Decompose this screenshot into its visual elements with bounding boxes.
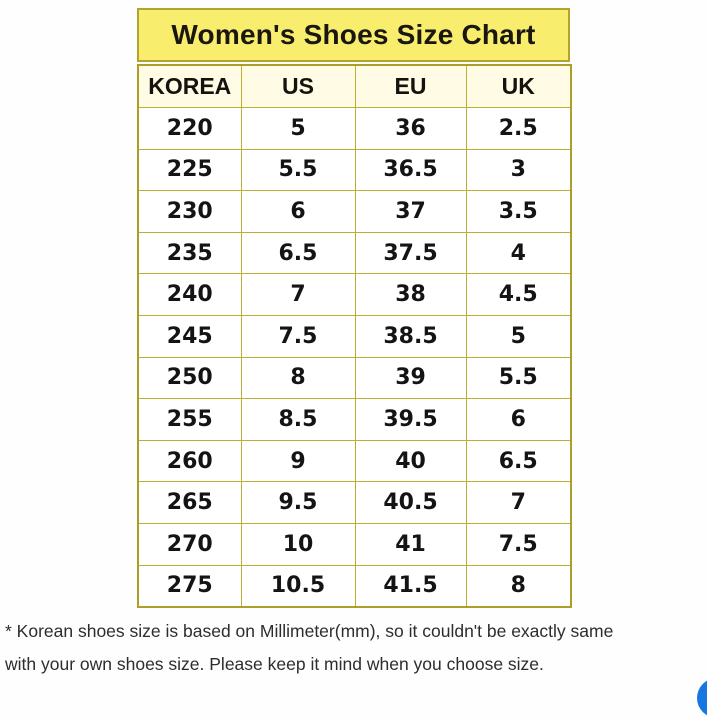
table-cell: 41.5 — [354, 564, 467, 608]
table-row: 245 7.5 38.5 5 — [137, 314, 572, 358]
table-row: 255 8.5 39.5 6 — [137, 398, 572, 441]
table-cell: 6 — [240, 190, 356, 233]
table-row: 265 9.5 40.5 7 — [137, 481, 572, 524]
table-cell: 6.5 — [240, 231, 356, 275]
table-cell: 9 — [240, 439, 356, 483]
table-cell: 10.5 — [240, 564, 356, 608]
header-row: KOREA US EU UK — [137, 64, 572, 108]
table-cell: 7.5 — [240, 314, 356, 358]
footnote-line-2: with your own shoes size. Please keep it… — [5, 654, 544, 674]
table-cell: 8 — [465, 564, 572, 608]
table-cell: 8 — [240, 356, 356, 400]
table-row: 275 10.5 41.5 8 — [137, 564, 572, 608]
table-cell: 40 — [354, 439, 467, 483]
table-cell: 265 — [137, 481, 242, 524]
table-cell: 41 — [354, 522, 467, 566]
table-row: 225 5.5 36.5 3 — [137, 148, 572, 192]
table-cell: 40.5 — [354, 481, 467, 524]
footnote: * Korean shoes size is based on Millimet… — [5, 615, 695, 681]
table-cell: 6 — [465, 398, 572, 441]
table-row: 220 5 36 2.5 — [137, 107, 572, 150]
table-cell: 240 — [137, 273, 242, 316]
size-table-header: KOREA US EU UK — [137, 64, 572, 108]
table-cell: 7.5 — [465, 522, 572, 566]
table-row: 230 6 37 3.5 — [137, 190, 572, 233]
table-cell: 230 — [137, 190, 242, 233]
column-header-eu: EU — [354, 64, 467, 108]
table-cell: 38 — [354, 273, 467, 316]
table-cell: 275 — [137, 564, 242, 608]
table-cell: 39.5 — [354, 398, 467, 441]
table-cell: 4 — [465, 231, 572, 275]
column-header-us: US — [240, 64, 356, 108]
table-cell: 3.5 — [465, 190, 572, 233]
table-cell: 4.5 — [465, 273, 572, 316]
table-cell: 36 — [354, 107, 467, 150]
table-row: 235 6.5 37.5 4 — [137, 231, 572, 275]
chart-title: Women's Shoes Size Chart — [137, 8, 570, 62]
table-row: 270 10 41 7.5 — [137, 522, 572, 566]
table-cell: 225 — [137, 148, 242, 192]
chat-fab-button[interactable] — [697, 678, 707, 718]
table-cell: 7 — [240, 273, 356, 316]
table-cell: 9.5 — [240, 481, 356, 524]
table-cell: 245 — [137, 314, 242, 358]
size-table-body: 220 5 36 2.5 225 5.5 36.5 3 230 6 37 3.5 235 6.5 37.5 4… — [137, 107, 572, 608]
table-cell: 5.5 — [465, 356, 572, 400]
size-table: KOREA US EU UK 220 5 36 2.5 225 5.5 36.5 3 230 6 3… — [137, 64, 572, 609]
page: { "table": { "title": "Women's Shoes Siz… — [5, 8, 707, 718]
table-cell: 5 — [465, 314, 572, 358]
table-cell: 255 — [137, 398, 242, 441]
table-cell: 3 — [465, 148, 572, 192]
table-cell: 36.5 — [354, 148, 467, 192]
table-row: 250 8 39 5.5 — [137, 356, 572, 400]
size-chart: Women's Shoes Size Chart KOREA US EU UK … — [137, 8, 572, 609]
table-row: 240 7 38 4.5 — [137, 273, 572, 316]
table-cell: 260 — [137, 439, 242, 483]
table-cell: 8.5 — [240, 398, 356, 441]
table-cell: 7 — [465, 481, 572, 524]
table-cell: 235 — [137, 231, 242, 275]
table-cell: 6.5 — [465, 439, 572, 483]
column-header-uk: UK — [465, 64, 572, 108]
table-cell: 10 — [240, 522, 356, 566]
table-cell: 37.5 — [354, 231, 467, 275]
table-cell: 5.5 — [240, 148, 356, 192]
table-cell: 37 — [354, 190, 467, 233]
column-header-korea: KOREA — [137, 64, 242, 108]
table-cell: 38.5 — [354, 314, 467, 358]
table-cell: 5 — [240, 107, 356, 150]
table-cell: 250 — [137, 356, 242, 400]
table-cell: 2.5 — [465, 107, 572, 150]
table-cell: 270 — [137, 522, 242, 566]
footnote-line-1: * Korean shoes size is based on Millimet… — [5, 621, 614, 641]
table-cell: 220 — [137, 107, 242, 150]
table-row: 260 9 40 6.5 — [137, 439, 572, 483]
table-cell: 39 — [354, 356, 467, 400]
